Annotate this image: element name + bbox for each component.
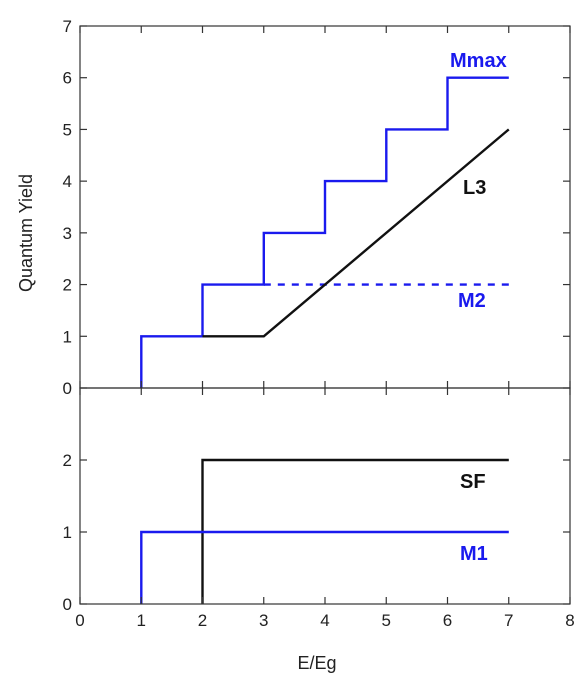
x-tick-label-0: 0	[75, 611, 84, 630]
x-tick-label-5: 5	[382, 611, 391, 630]
y-tick-label-1-2: 2	[63, 276, 72, 295]
y-tick-label-1-1: 1	[63, 327, 72, 346]
y-tick-label-1-7: 7	[63, 17, 72, 36]
y-axis-title: Quantum Yield	[16, 174, 36, 292]
plot-frame-2	[79, 387, 571, 605]
series-line-mmax	[140, 76, 509, 388]
x-tick-label-8: 8	[565, 611, 574, 630]
x-tick-label-2: 2	[198, 611, 207, 630]
y-tick-label-1-6: 6	[63, 69, 72, 88]
y-tick-label-1-5: 5	[63, 120, 72, 139]
x-tick-label-4: 4	[320, 611, 329, 630]
series-line-l3	[202, 128, 510, 338]
x-axis-title: E/Eg	[297, 653, 336, 673]
series-label-l3: L3	[463, 177, 486, 199]
series-label-sf: SF	[460, 471, 486, 493]
y-tick-label-2-1: 1	[63, 523, 72, 542]
y-tick-label-2-0: 0	[63, 595, 72, 614]
series-label-m2: M2	[458, 290, 486, 312]
x-tick-label-7: 7	[504, 611, 513, 630]
x-tick-label-1: 1	[137, 611, 146, 630]
y-tick-label-1-3: 3	[63, 224, 72, 243]
x-tick-label-6: 6	[443, 611, 452, 630]
series-label-m1: M1	[460, 543, 488, 565]
y-tick-label-1-4: 4	[63, 172, 72, 191]
y-tick-label-1-0: 0	[63, 379, 72, 398]
x-tick-label-3: 3	[259, 611, 268, 630]
y-tick-label-2-2: 2	[63, 451, 72, 470]
series-line-sf	[201, 458, 509, 604]
series-line-m1	[140, 530, 509, 604]
series-label-mmax: Mmax	[450, 50, 507, 72]
